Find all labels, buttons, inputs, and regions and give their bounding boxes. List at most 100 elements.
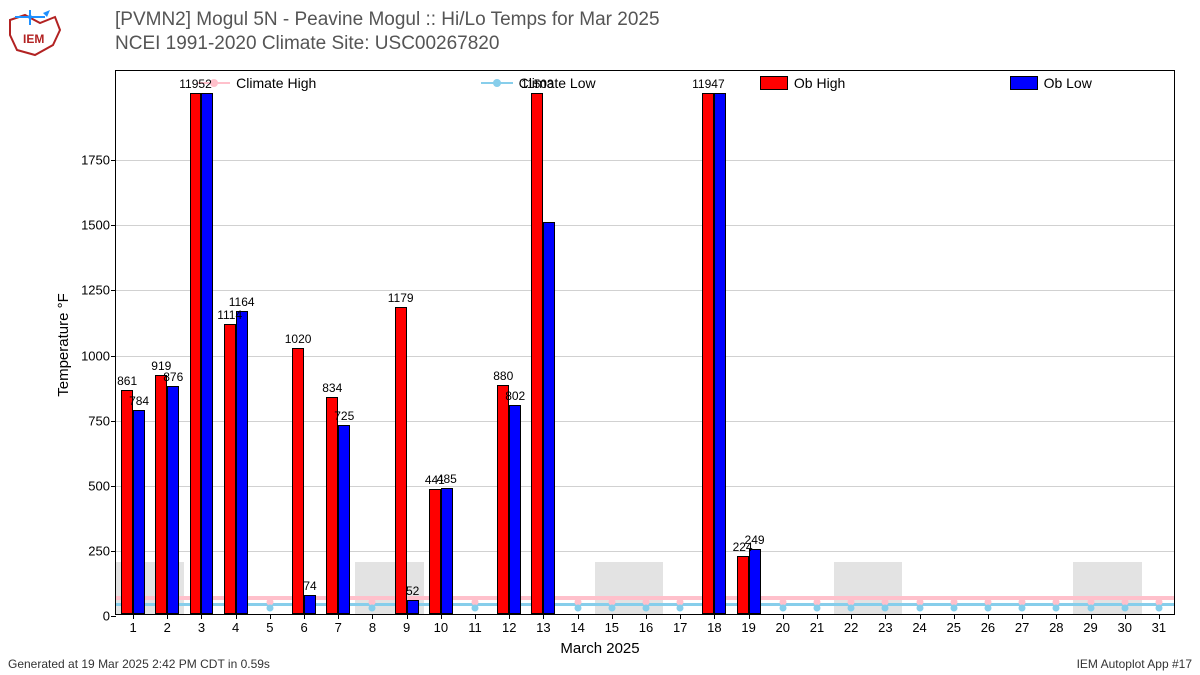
x-tick-mark bbox=[338, 614, 339, 619]
ob-high-label: 834 bbox=[322, 381, 342, 395]
climate-low-marker bbox=[1053, 605, 1060, 612]
legend: Climate High Climate Low Ob High Ob Low bbox=[116, 71, 1174, 95]
x-tick-mark bbox=[167, 614, 168, 619]
footer-generated: Generated at 19 Mar 2025 2:42 PM CDT in … bbox=[8, 657, 270, 671]
svg-text:IEM: IEM bbox=[23, 32, 44, 46]
x-tick-mark bbox=[1091, 614, 1092, 619]
legend-rect-icon bbox=[760, 76, 788, 90]
ob-high-bar bbox=[326, 397, 338, 614]
ob-low-bar bbox=[338, 425, 350, 614]
footer-app: IEM Autoplot App #17 bbox=[1077, 657, 1192, 671]
x-tick-mark bbox=[920, 614, 921, 619]
x-tick-mark bbox=[509, 614, 510, 619]
ob-low-bar bbox=[749, 549, 761, 614]
x-tick-mark bbox=[749, 614, 750, 619]
title-line-2: NCEI 1991-2020 Climate Site: USC00267820 bbox=[115, 32, 660, 56]
x-tick-mark bbox=[270, 614, 271, 619]
x-tick-mark bbox=[543, 614, 544, 619]
title-line-1: [PVMN2] Mogul 5N - Peavine Mogul :: Hi/L… bbox=[115, 8, 660, 32]
legend-label: Climate High bbox=[236, 75, 316, 91]
climate-low-marker bbox=[984, 605, 991, 612]
ob-high-bar bbox=[121, 390, 133, 614]
climate-low-marker bbox=[1155, 605, 1162, 612]
x-tick-mark bbox=[304, 614, 305, 619]
gridline bbox=[116, 290, 1174, 291]
ob-low-bar bbox=[407, 600, 419, 614]
ob-high-bar bbox=[702, 93, 714, 614]
climate-low-marker bbox=[1019, 605, 1026, 612]
y-axis-label: Temperature °F bbox=[55, 293, 72, 397]
y-tick-mark bbox=[111, 160, 116, 161]
ob-high-label: 11952 bbox=[179, 77, 211, 91]
x-tick-mark bbox=[817, 614, 818, 619]
gridline bbox=[116, 551, 1174, 552]
ob-high-bar bbox=[292, 348, 304, 614]
ob-high-label: 1020 bbox=[285, 332, 312, 346]
chart-title-block: [PVMN2] Mogul 5N - Peavine Mogul :: Hi/L… bbox=[115, 8, 660, 56]
climate-low-marker bbox=[950, 605, 957, 612]
legend-line-icon bbox=[481, 82, 513, 84]
x-tick-mark bbox=[885, 614, 886, 619]
ob-high-label: 880 bbox=[493, 369, 513, 383]
x-tick-mark bbox=[1022, 614, 1023, 619]
gridline bbox=[116, 421, 1174, 422]
ob-low-label: 725 bbox=[334, 409, 354, 423]
ob-low-bar bbox=[441, 488, 453, 614]
ob-high-bar bbox=[395, 307, 407, 614]
climate-low-marker bbox=[1121, 605, 1128, 612]
x-axis-label: March 2025 bbox=[560, 640, 639, 657]
climate-low-marker bbox=[882, 605, 889, 612]
climate-low-marker bbox=[266, 605, 273, 612]
x-tick-mark bbox=[851, 614, 852, 619]
ob-low-bar bbox=[201, 93, 213, 614]
iem-logo: IEM bbox=[5, 5, 65, 60]
y-tick-mark bbox=[111, 225, 116, 226]
gridline bbox=[116, 486, 1174, 487]
x-tick-mark bbox=[612, 614, 613, 619]
legend-ob-high: Ob High bbox=[760, 75, 845, 91]
ob-low-label: 784 bbox=[129, 394, 149, 408]
climate-low-marker bbox=[1087, 605, 1094, 612]
ob-low-bar bbox=[543, 222, 555, 614]
x-tick-mark bbox=[372, 614, 373, 619]
ob-high-label: 1179 bbox=[388, 291, 414, 305]
climate-low-marker bbox=[813, 605, 820, 612]
ob-high-label: 861 bbox=[117, 374, 137, 388]
ob-low-label: 1164 bbox=[229, 295, 255, 309]
ob-high-label: 1114 bbox=[217, 308, 242, 322]
x-tick-mark bbox=[646, 614, 647, 619]
x-tick-mark bbox=[680, 614, 681, 619]
ob-high-bar bbox=[531, 93, 543, 614]
x-tick-mark bbox=[475, 614, 476, 619]
climate-low-marker bbox=[779, 605, 786, 612]
ob-low-label: 249 bbox=[745, 533, 765, 547]
x-tick-mark bbox=[1125, 614, 1126, 619]
legend-ob-low: Ob Low bbox=[1010, 75, 1092, 91]
legend-label: Ob Low bbox=[1044, 75, 1092, 91]
ob-low-bar bbox=[133, 410, 145, 614]
y-tick-mark bbox=[111, 290, 116, 291]
x-tick-mark bbox=[988, 614, 989, 619]
legend-rect-icon bbox=[1010, 76, 1038, 90]
x-tick-mark bbox=[407, 614, 408, 619]
ob-low-label: 485 bbox=[437, 472, 457, 486]
x-tick-mark bbox=[1056, 614, 1057, 619]
legend-climate-high: Climate High bbox=[198, 75, 316, 91]
ob-high-bar bbox=[497, 385, 509, 614]
climate-low-marker bbox=[608, 605, 615, 612]
climate-low-marker bbox=[677, 605, 684, 612]
ob-high-bar bbox=[737, 556, 749, 614]
ob-high-label: 11947 bbox=[692, 77, 724, 91]
gridline bbox=[116, 356, 1174, 357]
x-tick-mark bbox=[954, 614, 955, 619]
y-tick-mark bbox=[111, 356, 116, 357]
plot-area: 0250500750100012501500175086178491987611… bbox=[116, 95, 1174, 614]
ob-low-bar bbox=[714, 93, 726, 614]
y-tick-mark bbox=[111, 486, 116, 487]
x-tick-mark bbox=[201, 614, 202, 619]
x-tick-mark bbox=[714, 614, 715, 619]
x-tick-mark bbox=[783, 614, 784, 619]
y-tick-mark bbox=[111, 421, 116, 422]
x-tick-mark bbox=[1159, 614, 1160, 619]
legend-label: Ob High bbox=[794, 75, 845, 91]
